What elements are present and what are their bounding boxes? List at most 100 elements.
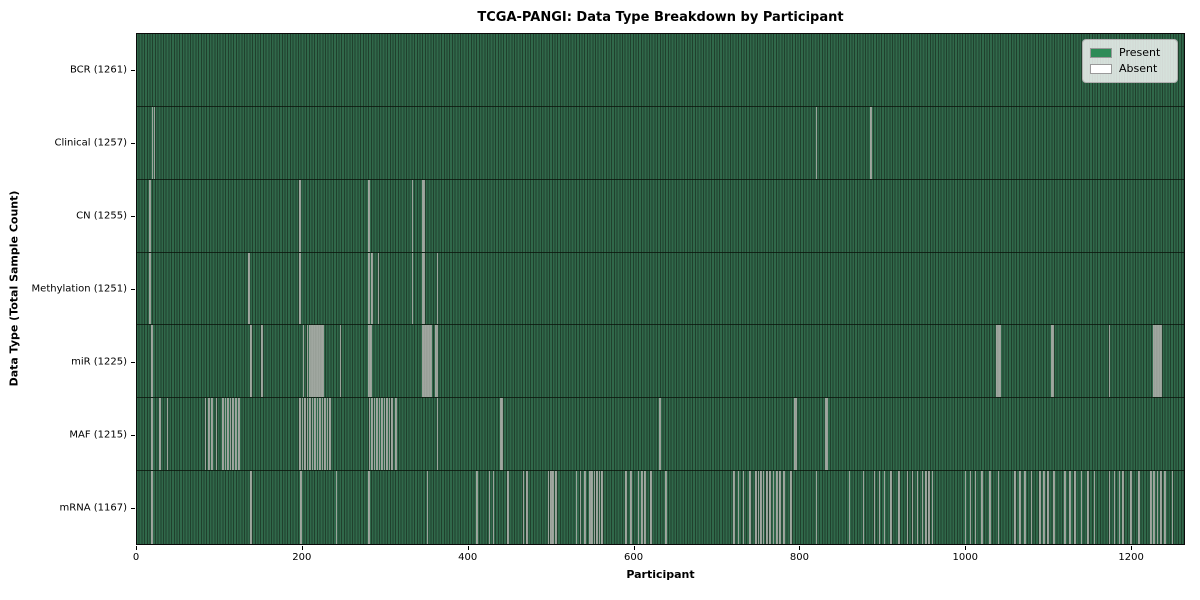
absent-stripe: [665, 471, 667, 544]
absent-stripe: [1068, 471, 1071, 544]
absent-stripe: [883, 471, 886, 544]
absent-stripe: [153, 106, 156, 179]
absent-stripe: [1164, 471, 1166, 544]
y-tick-mark: [131, 362, 135, 364]
absent-stripe: [335, 471, 338, 544]
x-tick-mark: [467, 546, 469, 550]
absent-stripe: [423, 325, 425, 398]
absent-stripe: [316, 398, 319, 471]
absent-stripe: [386, 398, 388, 471]
absent-stripe: [506, 471, 509, 544]
absent-stripe: [757, 471, 760, 544]
absent-stripe: [376, 398, 378, 471]
absent-stripe: [250, 325, 252, 398]
absent-stripe: [302, 325, 305, 398]
absent-stripe: [149, 252, 151, 325]
y-tick-label-mrna: mRNA (1167): [59, 502, 127, 514]
absent-stripe: [421, 252, 424, 325]
absent-stripe: [301, 398, 304, 471]
absent-stripe: [151, 471, 153, 544]
absent-stripe: [300, 471, 302, 544]
absent-stripe: [229, 398, 232, 471]
absent-stripe: [211, 398, 214, 471]
absent-stripe: [1047, 471, 1050, 544]
absent-stripe: [997, 471, 1000, 544]
absent-stripe: [795, 398, 798, 471]
absent-stripe: [762, 471, 765, 544]
absent-stripe: [997, 325, 1000, 398]
absent-stripe: [232, 398, 234, 471]
absent-stripe: [411, 252, 414, 325]
x-tick-label-0: 0: [132, 552, 140, 563]
absent-stripe: [898, 471, 901, 544]
absent-stripe: [311, 398, 314, 471]
absent-stripe: [760, 471, 762, 544]
absent-stripe: [1073, 471, 1076, 544]
y-tick-label-cn: CN (1255): [76, 210, 127, 222]
absent-stripe: [598, 471, 601, 544]
absent-stripe: [381, 398, 383, 471]
x-tick-label-800: 800: [789, 552, 809, 563]
absent-stripe: [775, 471, 778, 544]
absent-stripe: [492, 471, 495, 544]
absent-stripe: [1053, 471, 1055, 544]
absent-stripe: [815, 106, 818, 179]
absent-stripe: [309, 398, 311, 471]
absent-stripe: [423, 252, 425, 325]
absent-stripe: [766, 471, 768, 544]
legend-item-absent: Absent: [1090, 61, 1169, 77]
absent-stripe: [996, 325, 998, 398]
absent-stripe: [1014, 471, 1016, 544]
heatmap-row-cn: [137, 179, 1184, 253]
x-tick-mark: [301, 546, 303, 550]
absent-stripe: [426, 471, 429, 544]
absent-stripe: [373, 398, 376, 471]
y-tick-label-maf: MAF (1215): [69, 429, 127, 441]
absent-stripe: [1024, 471, 1026, 544]
absent-stripe: [299, 252, 301, 325]
absent-stripe: [873, 471, 876, 544]
absent-stripe: [931, 471, 934, 544]
absent-stripe: [552, 471, 555, 544]
absent-stripe: [1087, 471, 1089, 544]
heatmap-row-mrna: [137, 471, 1184, 544]
absent-swatch: [1090, 64, 1112, 74]
absent-stripe: [501, 398, 503, 471]
absent-stripe: [315, 325, 318, 398]
absent-stripe: [783, 471, 785, 544]
absent-stripe: [151, 106, 154, 179]
absent-stripe: [526, 471, 528, 544]
absent-stripe: [1043, 471, 1045, 544]
y-tick-mark: [131, 142, 135, 144]
x-tick-label-600: 600: [624, 552, 644, 563]
absent-stripe: [151, 398, 153, 471]
absent-stripe: [429, 325, 432, 398]
absent-stripe: [815, 471, 818, 544]
absent-stripe: [878, 471, 881, 544]
absent-stripe: [421, 179, 424, 252]
absent-stripe: [425, 325, 427, 398]
absent-stripe: [204, 398, 207, 471]
absent-stripe: [650, 471, 652, 544]
y-tick-label-bcr: BCR (1261): [69, 64, 127, 76]
present-swatch: [1090, 48, 1112, 58]
absent-stripe: [1138, 471, 1141, 544]
absent-stripe: [1171, 471, 1174, 544]
y-tick-label-clinical: Clinical (1257): [54, 137, 128, 149]
absent-stripe: [989, 471, 992, 544]
absent-stripe: [596, 471, 598, 544]
absent-stripe: [377, 252, 380, 325]
y-axis-label: Data Type (Total Sample Count): [7, 190, 21, 387]
absent-stripe: [317, 325, 320, 398]
absent-stripe: [476, 471, 478, 544]
absent-stripe: [159, 398, 161, 471]
absent-stripe: [304, 398, 306, 471]
absent-stripe: [575, 471, 578, 544]
x-tick-label-1200: 1200: [1118, 552, 1144, 563]
absent-stripe: [1108, 325, 1111, 398]
absent-stripe: [1159, 471, 1162, 544]
absent-stripe: [367, 179, 370, 252]
absent-stripe: [1130, 471, 1132, 544]
absent-stripe: [625, 471, 627, 544]
absent-stripe: [367, 325, 370, 398]
